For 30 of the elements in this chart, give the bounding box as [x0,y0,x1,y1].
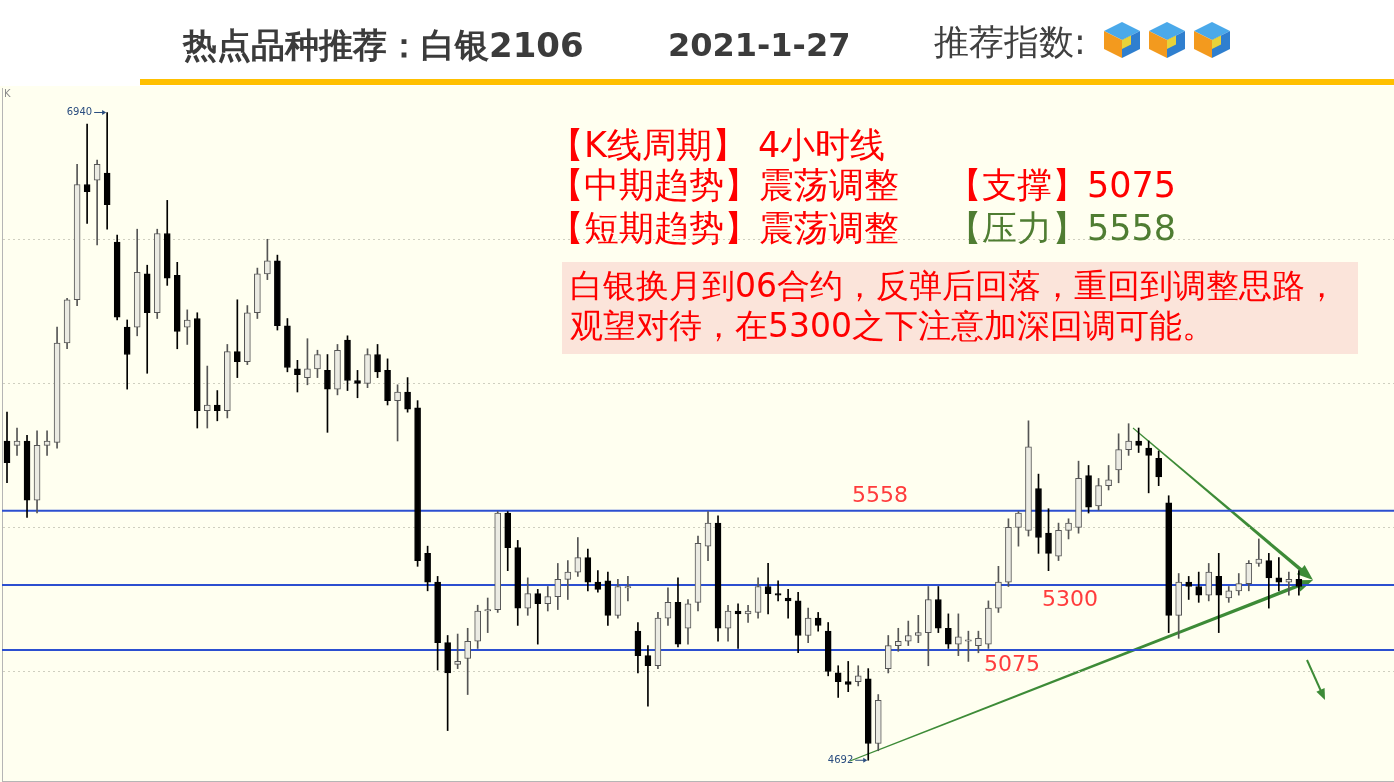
candlestick [564,560,572,600]
annotation: 【K线周期】 4小时线 [549,124,886,166]
candlestick [1215,553,1223,633]
candlestick [894,627,902,652]
candlestick [484,597,492,633]
candlestick [914,614,922,644]
annotation: 【压力】5558 [947,207,1177,249]
candlestick [203,365,211,429]
candlestick [774,580,782,602]
text: 推荐指数: [934,21,1086,63]
annotation: 6940 [66,105,93,120]
ref-line-label: 5075 [984,650,1040,676]
candlestick [183,309,191,345]
annotation: 白银换月到06合约，反弹后回落，重回到调整思路，观望对待，在5300之下注意加深回调可能。 [562,262,1358,354]
candlestick [213,390,221,422]
annotation: 【支撑】5075 [947,164,1177,206]
annotation: 【短期趋势】震荡调整 [549,207,899,249]
candlestick [1185,576,1193,600]
chart-subtitle: 2021-1-27 [668,25,851,65]
annotation: K [4,88,11,100]
candlestick [844,661,852,692]
ref-line-label: 5558 [852,482,908,508]
candlestick [1255,538,1263,567]
annotation: 【中期趋势】震荡调整 [549,164,899,206]
candlestick [624,576,632,602]
annotation: 4692 [827,753,854,768]
chart-title: 热点品种推荐：白银2106 [183,24,584,66]
candlestick [534,589,542,645]
candlestick [1285,571,1293,596]
ref-line-label: 5300 [1042,585,1098,611]
